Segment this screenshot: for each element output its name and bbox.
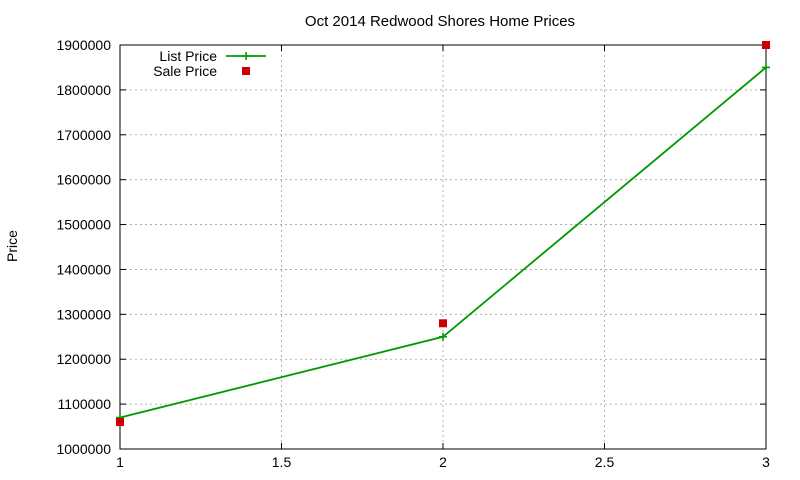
sale-price-point	[762, 41, 770, 49]
y-tick-label: 1400000	[56, 261, 111, 277]
y-tick-label: 1200000	[56, 351, 111, 367]
x-tick-label: 2	[439, 454, 447, 470]
y-tick-label: 1300000	[56, 306, 111, 322]
y-tick-label: 1700000	[56, 127, 111, 143]
grid	[119, 44, 767, 450]
y-tick-label: 1900000	[56, 37, 111, 53]
y-tick-label: 1000000	[56, 441, 111, 457]
x-tick-label: 1.5	[272, 454, 292, 470]
y-tick-label: 1100000	[58, 396, 112, 412]
series-layer	[116, 41, 770, 427]
y-axis-label: Price	[4, 230, 20, 262]
sale-price-point	[116, 418, 124, 427]
axis-ticks: 1000000 1100000 1200000 1300000 1400000 15000…	[56, 37, 770, 470]
sale-price-point	[439, 319, 447, 328]
y-tick-label: 1800000	[56, 82, 111, 98]
list-price-point	[762, 63, 770, 72]
series-list-price	[116, 63, 770, 422]
series-sale-price	[116, 41, 770, 427]
chart-title: Oct 2014 Redwood Shores Home Prices	[305, 13, 575, 30]
list-price-point	[439, 332, 447, 341]
x-tick-label: 2.5	[595, 454, 615, 470]
y-tick-label: 1600000	[56, 172, 111, 188]
legend-label-sale-price: Sale Price	[153, 63, 217, 79]
legend-label-list-price: List Price	[159, 48, 217, 64]
x-tick-label: 3	[762, 454, 770, 470]
x-tick-label: 1	[116, 454, 124, 470]
legend-marker-list-price	[242, 52, 250, 60]
y-tick-label: 1500000	[56, 217, 111, 233]
legend-marker-sale-price	[242, 67, 250, 75]
